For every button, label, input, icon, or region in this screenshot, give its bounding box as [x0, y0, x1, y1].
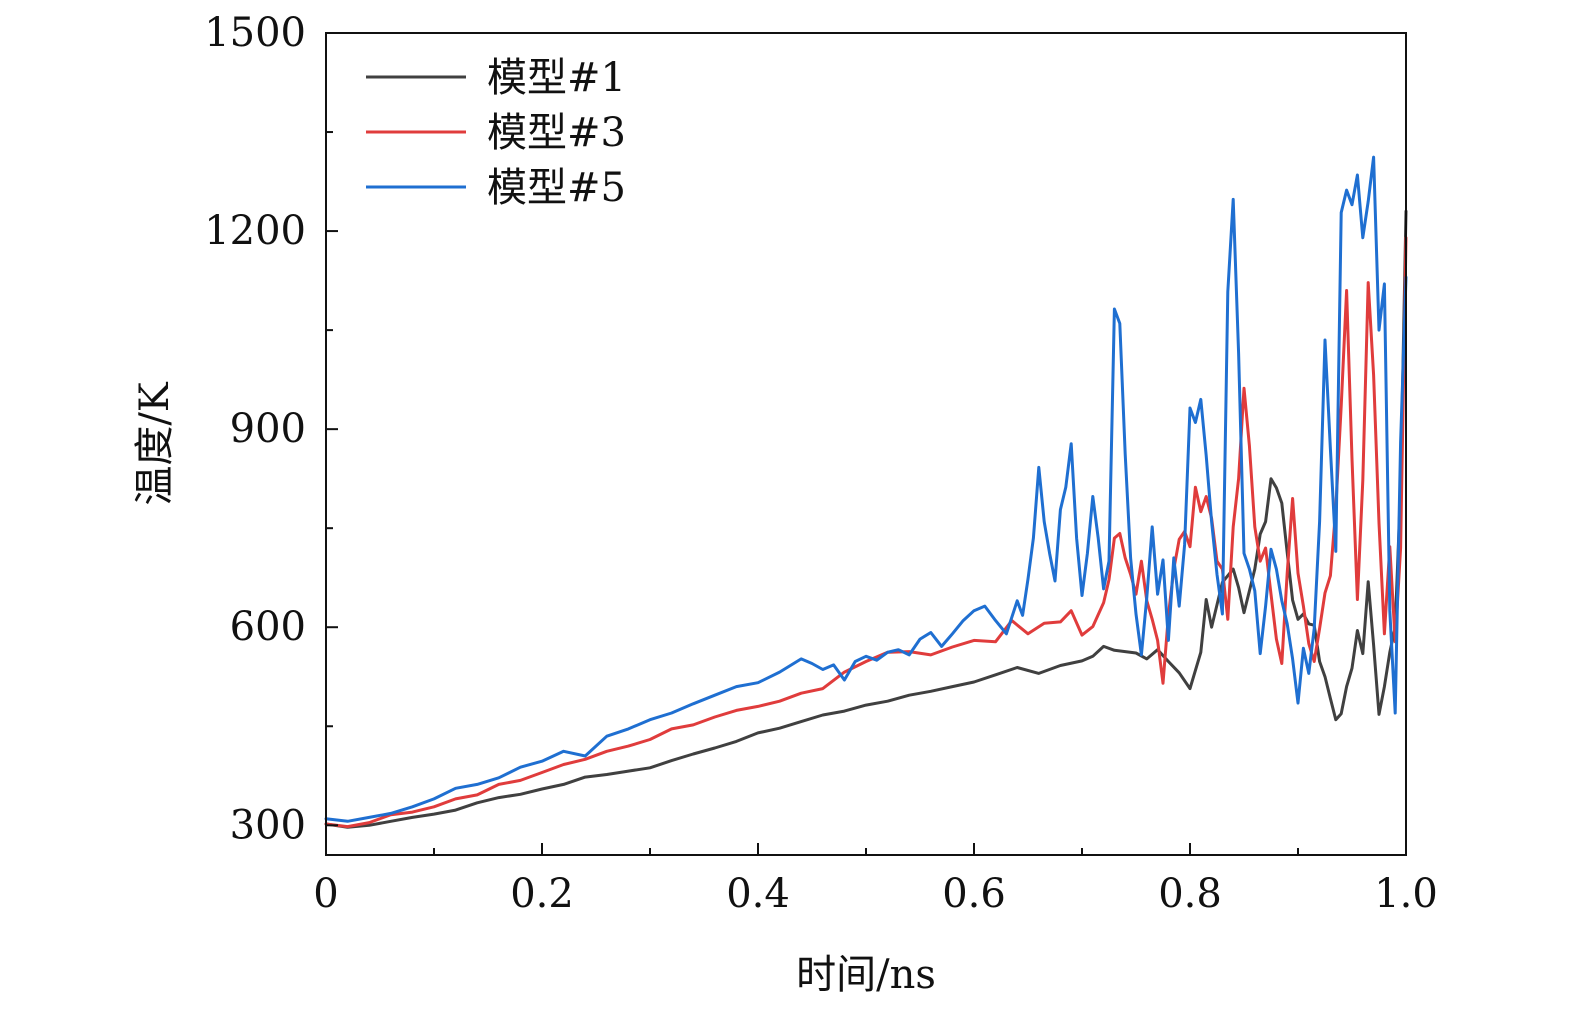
y-tick-label: 300 — [230, 802, 306, 848]
plot-frame — [325, 32, 1407, 856]
series-layer — [324, 155, 1408, 829]
x-tick-label: 0.8 — [1158, 871, 1222, 917]
series-line-2 — [324, 236, 1408, 829]
x-tick-label: 0.6 — [942, 871, 1006, 917]
y-axis-title: 温度/K — [132, 381, 178, 505]
tick-layer: 0 0.2 0.4 0.6 0.8 1.0 300 600 900 1200 1500 — [204, 10, 1438, 917]
y-tick-label: 900 — [230, 406, 306, 452]
legend-label-2: 模型#3 — [487, 110, 626, 156]
y-tick-label: 1200 — [204, 208, 306, 254]
y-tick-label: 1500 — [204, 10, 306, 56]
x-tick-label: 0 — [313, 871, 338, 917]
x-tick-label: 1.0 — [1374, 871, 1438, 917]
x-tick-label: 0.2 — [510, 871, 574, 917]
legend-label-3: 模型#5 — [487, 165, 626, 211]
x-tick-label: 0.4 — [726, 871, 790, 917]
y-tick-label: 600 — [230, 604, 306, 650]
series-line-3 — [324, 155, 1408, 823]
legend: 模型#1 模型#3 模型#5 — [366, 55, 626, 211]
legend-label-1: 模型#1 — [487, 55, 626, 101]
x-axis-title: 时间/ns — [796, 952, 936, 998]
